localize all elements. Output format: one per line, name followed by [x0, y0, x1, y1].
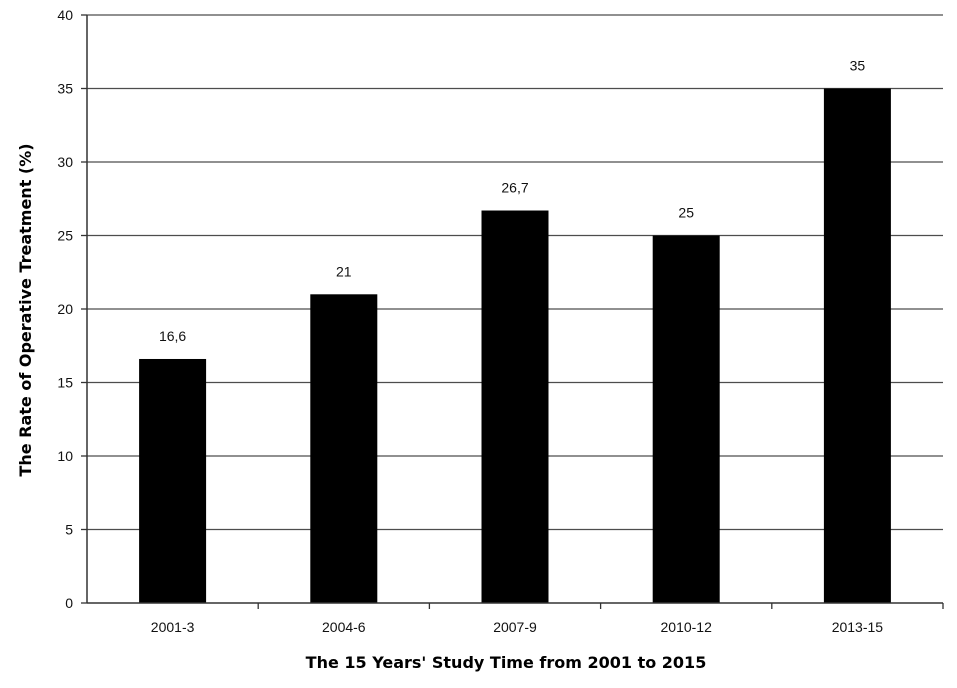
y-axis-title: The Rate of Operative Treatment (%) — [16, 143, 35, 476]
y-tick-label: 25 — [57, 228, 73, 244]
bar — [139, 358, 207, 603]
axes — [81, 14, 944, 609]
y-tick-label: 20 — [57, 301, 73, 317]
data-label: 21 — [336, 263, 352, 279]
y-tick-label: 35 — [57, 81, 73, 97]
bar — [823, 88, 891, 603]
data-label: 26,7 — [501, 180, 528, 196]
data-label: 35 — [850, 58, 866, 74]
y-tick-label: 0 — [65, 595, 73, 611]
x-tick-label: 2004-6 — [322, 619, 366, 635]
x-tick-label: 2001-3 — [151, 619, 195, 635]
bars — [139, 88, 891, 603]
bar — [652, 235, 720, 603]
x-tick-labels: 2001-3 2004-6 2007-9 2010-12 2013-15 — [151, 619, 883, 635]
y-tick-label: 5 — [65, 522, 73, 538]
bar — [310, 294, 378, 603]
data-labels: 16,6 21 26,7 25 35 — [159, 58, 865, 344]
data-label: 25 — [678, 205, 694, 221]
bar — [481, 210, 549, 603]
y-tick-labels: 0 5 10 15 20 25 30 35 40 — [57, 7, 73, 611]
y-tick-label: 30 — [57, 154, 73, 170]
y-tick-label: 40 — [57, 7, 73, 23]
x-axis-title: The 15 Years' Study Time from 2001 to 20… — [306, 653, 707, 672]
x-tick-label: 2010-12 — [661, 619, 713, 635]
x-tick-label: 2007-9 — [493, 619, 537, 635]
data-label: 16,6 — [159, 328, 186, 344]
y-tick-label: 10 — [57, 448, 73, 464]
x-tick-label: 2013-15 — [832, 619, 884, 635]
y-tick-label: 15 — [57, 375, 73, 391]
